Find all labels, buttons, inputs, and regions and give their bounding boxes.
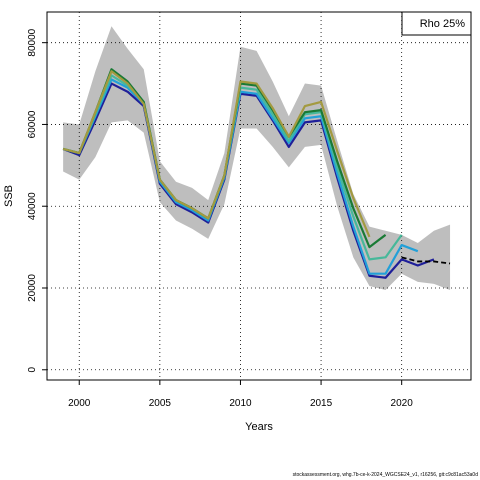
y-tick-label: 20000 bbox=[27, 274, 38, 302]
x-tick-label: 2010 bbox=[229, 398, 252, 409]
x-tick-label: 2015 bbox=[310, 398, 333, 409]
confidence-band bbox=[63, 26, 451, 291]
footer-text: stockassessment.org, whg.7b-ce-k-2024_WG… bbox=[292, 472, 478, 478]
y-tick-label: 40000 bbox=[27, 192, 38, 220]
legend-box bbox=[401, 11, 472, 36]
y-tick-label: 60000 bbox=[27, 110, 38, 138]
y-axis: 0 20000 40000 60000 80000 bbox=[27, 28, 47, 373]
legend-text: Rho 25% bbox=[420, 18, 465, 30]
y-tick-label: 0 bbox=[27, 367, 38, 373]
series-line-5 bbox=[62, 70, 371, 238]
x-tick-label: 2020 bbox=[391, 398, 414, 409]
series-line-dashed bbox=[401, 256, 451, 265]
series-line-1 bbox=[62, 82, 435, 279]
x-axis-title: Years bbox=[245, 421, 273, 433]
legend: Rho 25% bbox=[401, 11, 472, 36]
band-area bbox=[63, 26, 451, 291]
y-tick-label: 80000 bbox=[27, 28, 38, 56]
y-axis-title: SSB bbox=[3, 185, 15, 207]
x-tick-label: 2000 bbox=[68, 398, 91, 409]
x-axis: 2000 2005 2010 2015 2020 bbox=[68, 380, 413, 409]
plot-frame bbox=[46, 11, 472, 381]
x-tick-label: 2005 bbox=[149, 398, 172, 409]
grid bbox=[47, 12, 471, 380]
series-lines bbox=[62, 68, 451, 279]
